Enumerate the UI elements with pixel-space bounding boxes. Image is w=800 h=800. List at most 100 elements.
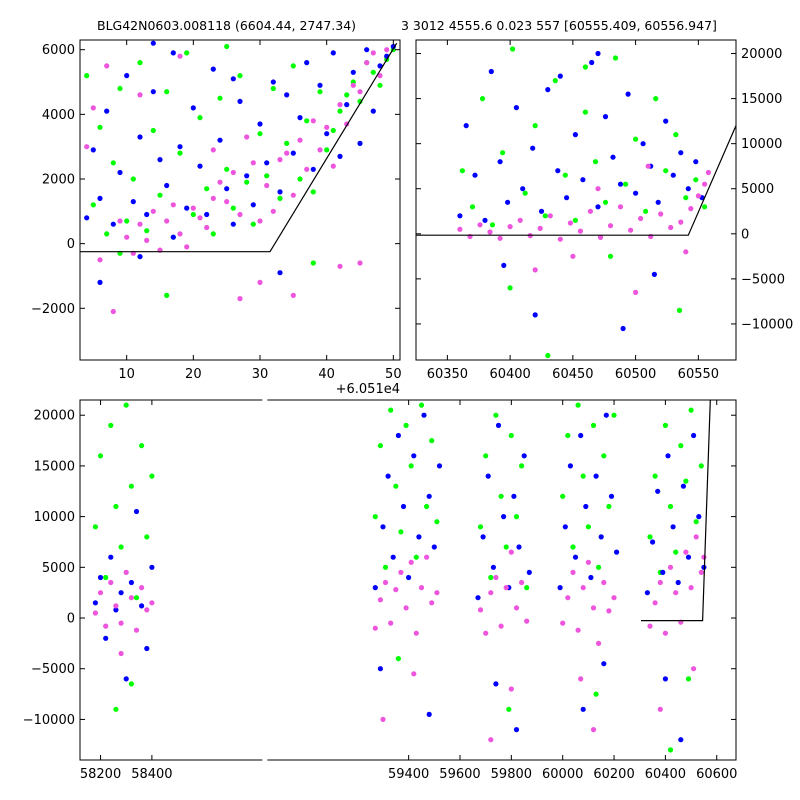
point-blue — [330, 50, 336, 56]
point-magenta — [434, 590, 440, 596]
point-green — [596, 564, 602, 570]
point-green — [429, 438, 435, 444]
point-magenta — [633, 289, 639, 295]
y-tick-label: 4000 — [42, 108, 75, 123]
point-green — [124, 218, 130, 224]
point-magenta — [84, 144, 90, 150]
point-blue — [144, 211, 150, 218]
point-blue — [495, 422, 502, 428]
point-blue — [264, 160, 270, 166]
point-magenta — [133, 627, 140, 633]
point-magenta — [92, 610, 98, 616]
point-blue — [526, 569, 532, 576]
point-blue — [488, 68, 494, 75]
point-magenta — [337, 102, 343, 108]
point-blue — [633, 190, 639, 196]
point-blue — [520, 186, 526, 192]
point-blue — [390, 554, 396, 560]
point-green — [204, 186, 210, 192]
point-magenta — [578, 676, 584, 682]
point-magenta — [377, 597, 383, 603]
point-green — [685, 676, 692, 682]
point-blue — [567, 463, 574, 469]
point-blue — [655, 199, 661, 205]
point-blue — [230, 221, 236, 227]
point-green — [290, 63, 296, 69]
point-magenta — [297, 137, 303, 143]
point-blue — [578, 432, 584, 439]
point-blue — [513, 105, 520, 111]
point-blue — [482, 217, 488, 223]
point-green — [130, 176, 136, 182]
point-blue — [370, 108, 376, 114]
point-blue — [662, 676, 669, 682]
x-tick-label: 10 — [118, 367, 135, 382]
point-magenta — [597, 234, 604, 240]
point-blue — [693, 159, 699, 165]
point-magenta — [557, 236, 563, 242]
point-magenta — [113, 603, 119, 609]
point-magenta — [264, 182, 270, 189]
point-blue — [475, 595, 481, 601]
point-magenta — [519, 579, 525, 586]
point-blue — [350, 69, 356, 75]
point-green — [519, 463, 525, 469]
point-green — [500, 150, 506, 156]
point-magenta — [668, 224, 674, 231]
point-green — [84, 73, 90, 79]
point-blue — [532, 312, 538, 318]
point-blue — [480, 534, 486, 540]
point-magenta — [350, 82, 356, 88]
left-title: BLG42N0603.008118 (6604.44, 2747.34) — [97, 18, 357, 33]
point-blue — [204, 211, 210, 218]
point-green — [509, 46, 516, 52]
panel-top-right: 60350 60400 60450 60500 60550 −10000 −5000 0 500… — [415, 39, 793, 382]
point-magenta — [429, 600, 435, 606]
point-magenta — [688, 585, 694, 591]
point-green — [297, 176, 303, 182]
point-blue — [385, 473, 391, 479]
point-magenta — [524, 618, 530, 624]
point-magenta — [483, 630, 489, 636]
point-magenta — [513, 605, 520, 611]
point-green — [688, 407, 694, 413]
point-magenta — [688, 206, 694, 212]
point-magenta — [657, 579, 663, 586]
point-magenta — [384, 47, 390, 53]
point-blue — [164, 182, 170, 189]
point-blue — [117, 169, 123, 176]
point-magenta — [606, 608, 612, 614]
point-blue — [660, 569, 666, 576]
point-blue — [640, 141, 646, 147]
point-green — [479, 96, 486, 102]
point-green — [633, 136, 639, 142]
point-green — [357, 98, 363, 104]
point-blue — [310, 166, 316, 172]
point-blue — [184, 205, 190, 211]
point-magenta — [667, 564, 674, 570]
point-blue — [564, 195, 570, 201]
x-tick-label: 59800 — [491, 767, 532, 782]
point-blue — [588, 574, 594, 581]
point-green — [97, 124, 103, 130]
point-green — [118, 544, 124, 550]
point-green — [647, 534, 653, 540]
y-tick-label: 0 — [67, 612, 75, 627]
point-green — [607, 253, 614, 259]
point-blue — [297, 115, 303, 121]
point-magenta — [628, 227, 634, 233]
point-magenta — [150, 208, 156, 214]
point-magenta — [487, 229, 493, 235]
point-green — [702, 204, 708, 210]
point-green — [97, 453, 104, 459]
point-green — [123, 402, 129, 408]
point-green — [184, 50, 190, 56]
y-tick-label: 15000 — [34, 459, 75, 474]
point-green — [498, 493, 504, 499]
point-magenta — [702, 181, 708, 187]
point-green — [144, 228, 150, 234]
axes-frame — [79, 39, 401, 361]
point-blue — [685, 554, 692, 560]
point-green — [393, 483, 399, 489]
point-blue — [530, 145, 536, 151]
